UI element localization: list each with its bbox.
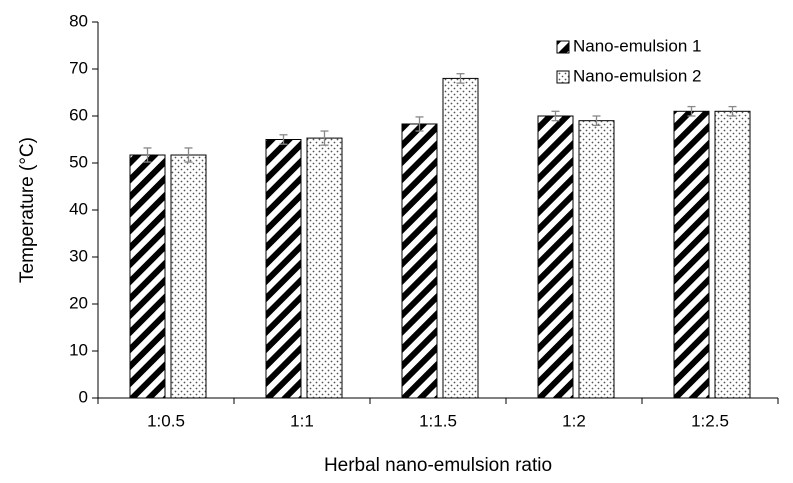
y-tick-label: 80 <box>69 11 88 30</box>
legend-label: Nano-emulsion 2 <box>573 66 702 85</box>
x-tick-label: 1:1.5 <box>419 411 457 430</box>
y-axis-title: Temperature (°C) <box>17 137 38 283</box>
legend-swatch <box>556 40 570 54</box>
bar <box>714 110 751 399</box>
error-bar <box>592 115 601 127</box>
bar <box>170 154 207 399</box>
error-bar <box>320 130 329 146</box>
bar <box>306 137 343 399</box>
x-tick-label: 1:2.5 <box>691 411 729 430</box>
error-bar <box>687 105 696 117</box>
bar <box>673 110 710 399</box>
bar <box>129 154 166 399</box>
bar <box>265 139 302 399</box>
error-bar <box>728 105 737 117</box>
x-tick-label: 1:0.5 <box>147 411 185 430</box>
error-bar <box>456 73 465 84</box>
legend-label: Nano-emulsion 1 <box>573 36 702 55</box>
x-tick-label: 1:1 <box>290 411 314 430</box>
error-bar <box>143 147 152 163</box>
bar <box>537 115 574 399</box>
x-tick-label: 1:2 <box>562 411 586 430</box>
x-axis-title: Herbal nano-emulsion ratio <box>324 455 552 476</box>
error-bar <box>551 110 560 122</box>
y-tick-label: 10 <box>69 340 88 359</box>
y-tick-label: 70 <box>69 58 88 77</box>
y-tick-label: 40 <box>69 199 88 218</box>
y-tick-label: 50 <box>69 152 88 171</box>
y-tick-label: 0 <box>79 387 88 406</box>
error-bar <box>415 116 424 132</box>
bar <box>401 123 438 399</box>
bar <box>578 120 615 399</box>
legend-swatch <box>556 70 570 84</box>
error-bar <box>184 147 193 163</box>
bar <box>442 77 479 399</box>
error-bar <box>279 134 288 145</box>
y-tick-label: 20 <box>69 293 88 312</box>
y-tick-label: 30 <box>69 246 88 265</box>
y-tick-label: 60 <box>69 105 88 124</box>
